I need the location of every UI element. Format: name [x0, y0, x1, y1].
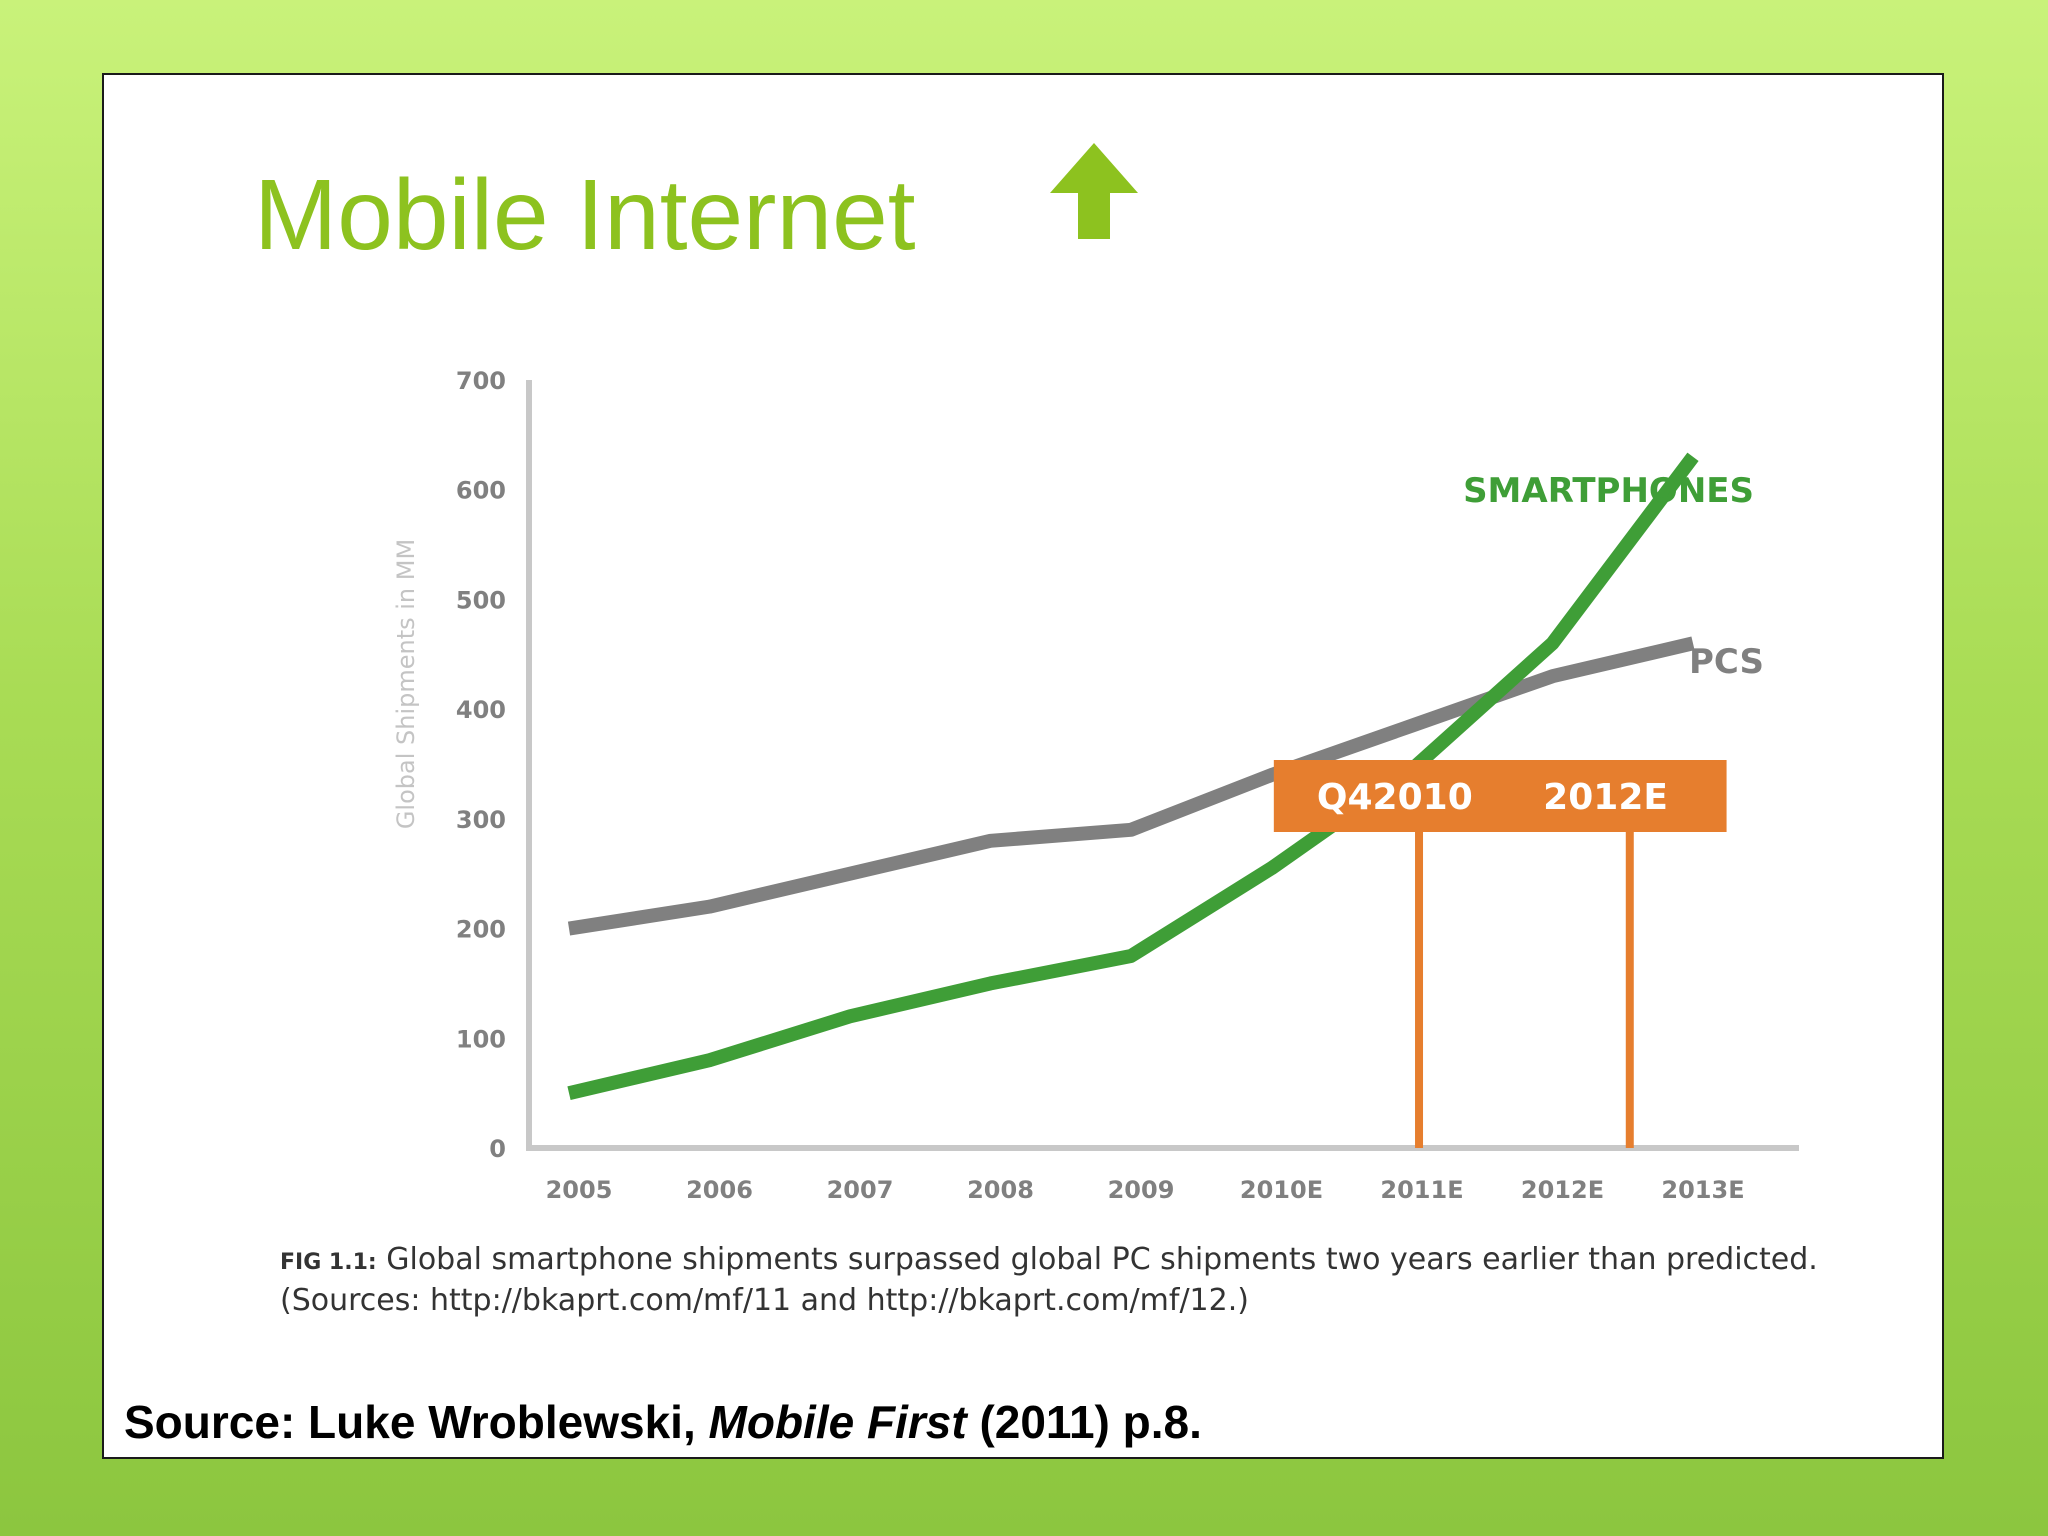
- y-tick-label: 200: [456, 916, 506, 944]
- source-citation: Source: Luke Wroblewski, Mobile First (2…: [124, 1395, 1202, 1449]
- x-tick-label: 2011E: [1380, 1176, 1463, 1204]
- figure-label: FIG 1.1:: [280, 1250, 377, 1275]
- arrow-up-icon: [1050, 143, 1138, 239]
- x-tick-label: 2007: [827, 1176, 894, 1204]
- shipments-chart: Global Shipments in MM 0 100 200 300 400 500 6…: [392, 367, 1799, 1204]
- x-tick-label: 2012E: [1521, 1176, 1604, 1204]
- y-tick-label: 500: [456, 586, 506, 614]
- y-tick-label: 100: [456, 1025, 506, 1053]
- figure-caption-text: Global smartphone shipments surpassed gl…: [280, 1242, 1818, 1318]
- series-label-pcs: PCS: [1689, 642, 1764, 682]
- x-tick-label: 2010E: [1240, 1176, 1323, 1204]
- x-tick-label: 2006: [686, 1176, 753, 1204]
- y-tick-label: 400: [456, 696, 506, 724]
- source-prefix: Source: Luke Wroblewski,: [124, 1396, 696, 1448]
- x-tick-label: 2009: [1108, 1176, 1175, 1204]
- x-tick-label: 2008: [967, 1176, 1034, 1204]
- y-tick-label: 600: [456, 477, 506, 505]
- y-tick-label: 300: [456, 806, 506, 834]
- slide-frame: Mobile Internet Global Shipments in MM 0…: [102, 73, 1944, 1459]
- source-book-title: Mobile First: [708, 1396, 967, 1448]
- annotation-box: [1273, 760, 1516, 832]
- figure-caption: FIG 1.1: Global smartphone shipments sur…: [280, 1240, 1840, 1321]
- source-suffix: (2011) p.8.: [979, 1396, 1202, 1448]
- x-tick-label: 2005: [546, 1176, 613, 1204]
- y-tick-label: 700: [456, 367, 506, 395]
- slide-title: Mobile Internet: [254, 159, 916, 271]
- x-tick-label: 2013E: [1661, 1176, 1744, 1204]
- annotation-box: [1484, 760, 1727, 832]
- annotation-label: Q42010: [1317, 777, 1473, 818]
- annotation-label: 2012E: [1543, 777, 1668, 818]
- y-axis-label: Global Shipments in MM: [392, 539, 420, 829]
- y-tick-label: 0: [489, 1135, 506, 1163]
- series-label-smartphones: SMARTPHONES: [1463, 471, 1754, 511]
- series-line-smartphones: [567, 452, 1699, 1100]
